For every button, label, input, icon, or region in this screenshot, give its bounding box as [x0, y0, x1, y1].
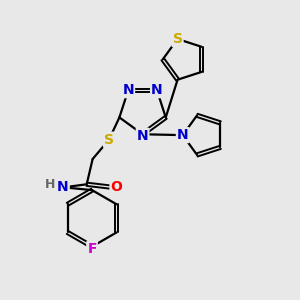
- Text: H: H: [45, 178, 55, 191]
- Text: O: O: [110, 180, 122, 194]
- Text: S: S: [172, 32, 183, 46]
- Text: N: N: [122, 83, 134, 97]
- Text: N: N: [151, 83, 163, 97]
- Text: N: N: [57, 180, 69, 194]
- Text: N: N: [177, 128, 188, 142]
- Text: S: S: [104, 133, 114, 147]
- Text: N: N: [137, 129, 148, 143]
- Text: F: F: [87, 242, 97, 256]
